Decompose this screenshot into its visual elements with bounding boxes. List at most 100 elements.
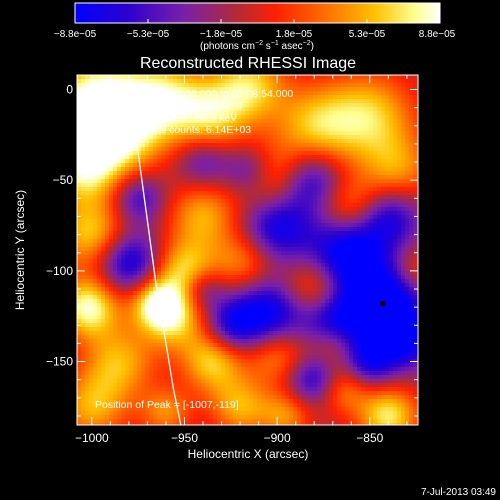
heatmap-cell (345, 231, 350, 236)
heatmap-cell (149, 103, 154, 108)
heatmap-cell (165, 183, 170, 188)
heatmap-cell (269, 279, 274, 284)
heatmap-cell (85, 127, 90, 132)
heatmap-cell (401, 163, 406, 168)
colorbar-labels: −8.8e−05 −5.3e−05 −1.8e−05 1.8e−05 5.3e−… (54, 29, 456, 40)
heatmap-cell (129, 175, 134, 180)
heatmap-cell (245, 247, 250, 252)
heatmap-cell (173, 123, 178, 128)
heatmap-cell (373, 167, 378, 172)
heatmap-cell (353, 303, 358, 308)
heatmap-cell (397, 143, 402, 148)
heatmap-cell (177, 223, 182, 228)
heatmap-cell (357, 199, 362, 204)
heatmap-cell (105, 163, 110, 168)
heatmap-cell (357, 95, 362, 100)
heatmap-cell (109, 259, 114, 264)
heatmap-cell (93, 223, 98, 228)
heatmap-cell (277, 91, 282, 96)
heatmap-cell (305, 283, 310, 288)
heatmap-cell (241, 283, 246, 288)
heatmap-cell (177, 263, 182, 268)
heatmap-cell (349, 243, 354, 248)
heatmap-cell (297, 75, 302, 80)
heatmap-cell (201, 295, 206, 300)
heatmap-cell (313, 167, 318, 172)
heatmap-cell (97, 135, 102, 140)
heatmap-cell (173, 183, 178, 188)
heatmap-cell (141, 219, 146, 224)
heatmap-cell (309, 107, 314, 112)
heatmap-cell (285, 139, 290, 144)
heatmap-cell (93, 279, 98, 284)
heatmap-cell (105, 111, 110, 116)
heatmap-cell (181, 243, 186, 248)
heatmap-cell (201, 127, 206, 132)
heatmap-cell (321, 119, 326, 124)
heatmap-cell (369, 159, 374, 164)
heatmap-cell (405, 147, 410, 152)
heatmap-cell (237, 207, 242, 212)
heatmap-cell (309, 187, 314, 192)
heatmap-cell (229, 135, 234, 140)
heatmap-cell (381, 275, 386, 280)
heatmap-cell (369, 187, 374, 192)
heatmap-cell (249, 251, 254, 256)
heatmap-cell (189, 87, 194, 92)
heatmap-cell (393, 83, 398, 88)
heatmap-cell (189, 159, 194, 164)
heatmap-cell (337, 195, 342, 200)
heatmap-cell (393, 215, 398, 220)
heatmap-cell (313, 163, 318, 168)
colorbar-unit-label: (photons cm−2 s−1 asec−2) (200, 40, 314, 52)
heatmap-cell (361, 131, 366, 136)
heatmap-cell (305, 199, 310, 204)
heatmap-cell (353, 151, 358, 156)
heatmap-cell (273, 259, 278, 264)
heatmap-cell (397, 91, 402, 96)
heatmap-cell (317, 291, 322, 296)
heatmap-cell (377, 83, 382, 88)
heatmap-cell (197, 143, 202, 148)
heatmap-cell (409, 147, 414, 152)
heatmap-cell (369, 287, 374, 292)
heatmap-cell (293, 243, 298, 248)
heatmap-cell (373, 203, 378, 208)
heatmap-cell (209, 219, 214, 224)
heatmap-cell (405, 251, 410, 256)
heatmap-cell (345, 199, 350, 204)
heatmap-cell (381, 255, 386, 260)
heatmap-cell (145, 95, 150, 100)
heatmap-cell (345, 235, 350, 240)
heatmap-cell (193, 267, 198, 272)
heatmap-cell (145, 155, 150, 160)
heatmap-cell (269, 203, 274, 208)
heatmap-cell (333, 275, 338, 280)
heatmap-cell (237, 91, 242, 96)
heatmap-cell (121, 271, 126, 276)
heatmap-cell (101, 211, 106, 216)
heatmap-cell (381, 291, 386, 296)
heatmap-cell (257, 283, 262, 288)
heatmap-cell (385, 75, 390, 80)
heatmap-cell (97, 191, 102, 196)
heatmap-cell (205, 299, 210, 304)
heatmap-cell (221, 87, 226, 92)
heatmap-cell (181, 183, 186, 188)
heatmap-cell (105, 239, 110, 244)
heatmap-cell (373, 179, 378, 184)
heatmap-cell (185, 159, 190, 164)
heatmap-cell (97, 123, 102, 128)
heatmap-cell (265, 183, 270, 188)
heatmap-cell (241, 247, 246, 252)
heatmap-cell (249, 127, 254, 132)
heatmap-cell (313, 267, 318, 272)
heatmap-cell (385, 227, 390, 232)
heatmap-cell (289, 279, 294, 284)
heatmap-cell (285, 171, 290, 176)
heatmap-cell (345, 147, 350, 152)
heatmap-cell (261, 107, 266, 112)
heatmap-cell (181, 179, 186, 184)
heatmap-cell (225, 223, 230, 228)
heatmap-cell (365, 211, 370, 216)
